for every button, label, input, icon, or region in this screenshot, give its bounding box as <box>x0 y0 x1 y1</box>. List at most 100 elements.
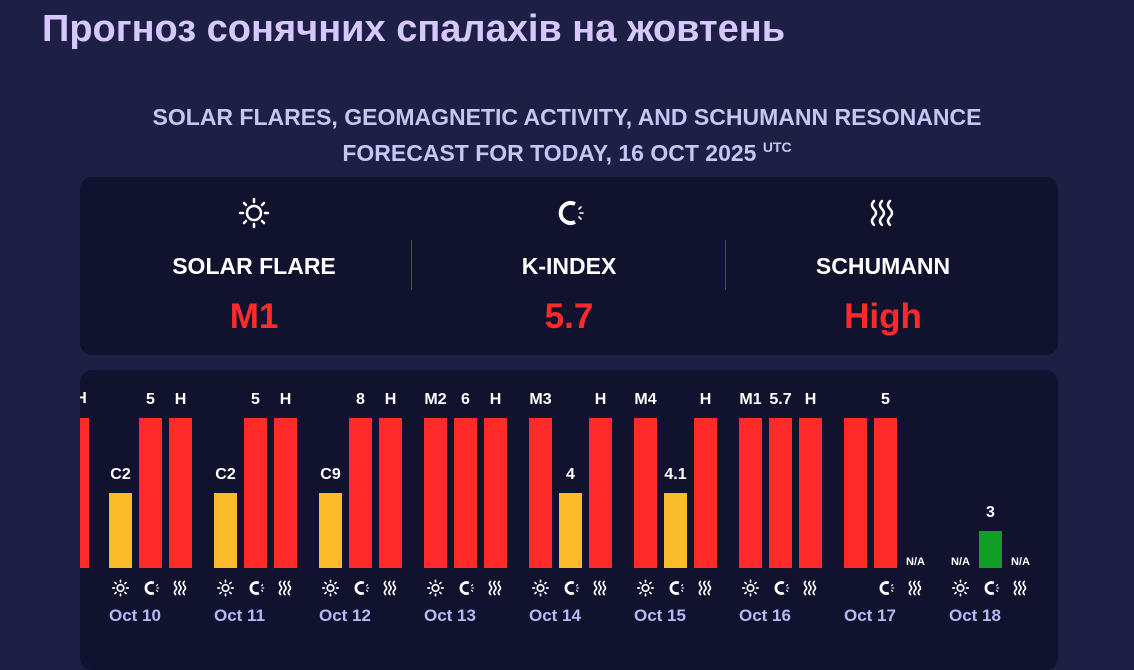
date-label: Oct 18 <box>949 606 1001 625</box>
bar <box>979 531 1002 568</box>
subtitle-line-1: SOLAR FLARES, GEOMAGNETIC ACTIVITY, AND … <box>152 104 982 130</box>
summary-label: SCHUMANN <box>815 253 951 279</box>
bar <box>799 418 822 568</box>
bar <box>664 493 687 568</box>
bar-label: 5 <box>881 391 890 408</box>
bar <box>694 418 717 568</box>
date-label: Oct 16 <box>739 606 791 625</box>
bar-label: 8 <box>356 391 365 408</box>
bar-label: M3 <box>529 391 551 408</box>
subtitle-date: FORECAST FOR TODAY, 16 OCT 2025 <box>342 140 757 166</box>
bar-partial <box>80 418 89 568</box>
bar <box>319 493 342 568</box>
bar-label: H <box>490 391 502 408</box>
summary-card: SOLAR FLARE M1 K-INDEX 5.7 <box>80 177 1058 355</box>
bar <box>349 418 372 568</box>
magnet-icon <box>879 581 895 595</box>
sun-icon <box>636 579 655 597</box>
sun-icon <box>97 197 411 229</box>
summary-value: 5.7 <box>544 297 594 336</box>
waves-icon <box>726 197 1040 229</box>
magnet-icon <box>412 197 726 229</box>
waves-icon <box>173 580 187 596</box>
sun-icon <box>951 579 970 597</box>
bar-label: 5 <box>146 391 155 408</box>
summary-value: High <box>844 297 922 336</box>
magnet-icon <box>144 581 160 595</box>
bar-label: H <box>805 391 817 408</box>
date-label: Oct 15 <box>634 606 686 625</box>
divider <box>725 240 726 290</box>
bar-label: C9 <box>320 466 341 483</box>
sun-icon <box>426 579 445 597</box>
waves-icon <box>908 580 922 596</box>
waves-icon <box>278 580 292 596</box>
bar-label: N/A <box>951 556 970 568</box>
bar-label: M2 <box>424 391 446 408</box>
bar <box>529 418 552 568</box>
summary-solar-flare: SOLAR FLARE M1 <box>97 177 411 355</box>
magnet-icon <box>459 581 475 595</box>
summary-label: K-INDEX <box>521 253 617 279</box>
magnet-icon <box>774 581 790 595</box>
summary-value: M1 <box>229 297 279 336</box>
waves-icon <box>698 580 712 596</box>
waves-icon <box>383 580 397 596</box>
bar-label: H <box>280 391 292 408</box>
divider <box>411 240 412 290</box>
summary-schumann: SCHUMANN High <box>726 177 1040 355</box>
sun-icon <box>321 579 340 597</box>
waves-icon <box>488 580 502 596</box>
date-label: Oct 10 <box>109 606 161 625</box>
date-label: Oct 14 <box>529 606 582 625</box>
bar <box>274 418 297 568</box>
magnet-icon <box>564 581 580 595</box>
subtitle-line-2: FORECAST FOR TODAY, 16 OCT 2025 UTC <box>0 132 1134 168</box>
bar <box>634 418 657 568</box>
bar-label: N/A <box>1011 556 1030 568</box>
bar <box>109 493 132 568</box>
sun-icon <box>216 579 235 597</box>
magnet-icon <box>354 581 370 595</box>
bar-label: M1 <box>739 391 761 408</box>
bar-label-partial: H <box>80 390 87 407</box>
sun-icon <box>531 579 550 597</box>
bar-label: 4 <box>566 466 575 483</box>
magnet-icon <box>669 581 685 595</box>
bar-label: H <box>175 391 187 408</box>
bar-label: 5 <box>251 391 260 408</box>
sun-icon <box>741 579 760 597</box>
bar <box>244 418 267 568</box>
summary-k-index: K-INDEX 5.7 <box>412 177 726 355</box>
bar-label: 5.7 <box>769 391 791 408</box>
bar-label: 6 <box>461 391 470 408</box>
timezone-label: UTC <box>762 139 792 155</box>
bar-label: 4.1 <box>664 466 686 483</box>
bar <box>379 418 402 568</box>
bar-label: H <box>595 391 607 408</box>
forecast-chart: H C2 5 H Oct 10 C2 5 H Oct 11 C9 8 H Oct 12 M2 6 H Oct 1… <box>80 370 1058 670</box>
waves-icon <box>593 580 607 596</box>
bar-label: 3 <box>986 504 995 521</box>
date-label: Oct 13 <box>424 606 476 625</box>
bar-label: C2 <box>110 466 131 483</box>
bar-label: M4 <box>634 391 656 408</box>
sun-icon <box>111 579 130 597</box>
bar <box>139 418 162 568</box>
bar <box>424 418 447 568</box>
bar <box>484 418 507 568</box>
summary-label: SOLAR FLARE <box>172 253 336 279</box>
bar <box>169 418 192 568</box>
waves-icon <box>1013 580 1027 596</box>
bar-label: H <box>700 391 712 408</box>
chart-svg: H C2 5 H Oct 10 C2 5 H Oct 11 C9 8 H Oct 12 M2 6 H Oct 1… <box>80 390 1030 625</box>
bar <box>214 493 237 568</box>
date-label: Oct 11 <box>214 606 265 625</box>
date-label: Oct 17 <box>844 606 896 625</box>
page-title: Прогноз сонячних спалахів на жовтень <box>42 8 786 50</box>
forecast-bar-chart: H C2 5 H Oct 10 C2 5 H Oct 11 C9 8 H Oct 12 M2 6 H Oct 1… <box>80 370 1058 670</box>
bar-label: H <box>385 391 397 408</box>
bar <box>844 418 867 568</box>
bar-label: C2 <box>215 466 236 483</box>
magnet-icon <box>249 581 265 595</box>
